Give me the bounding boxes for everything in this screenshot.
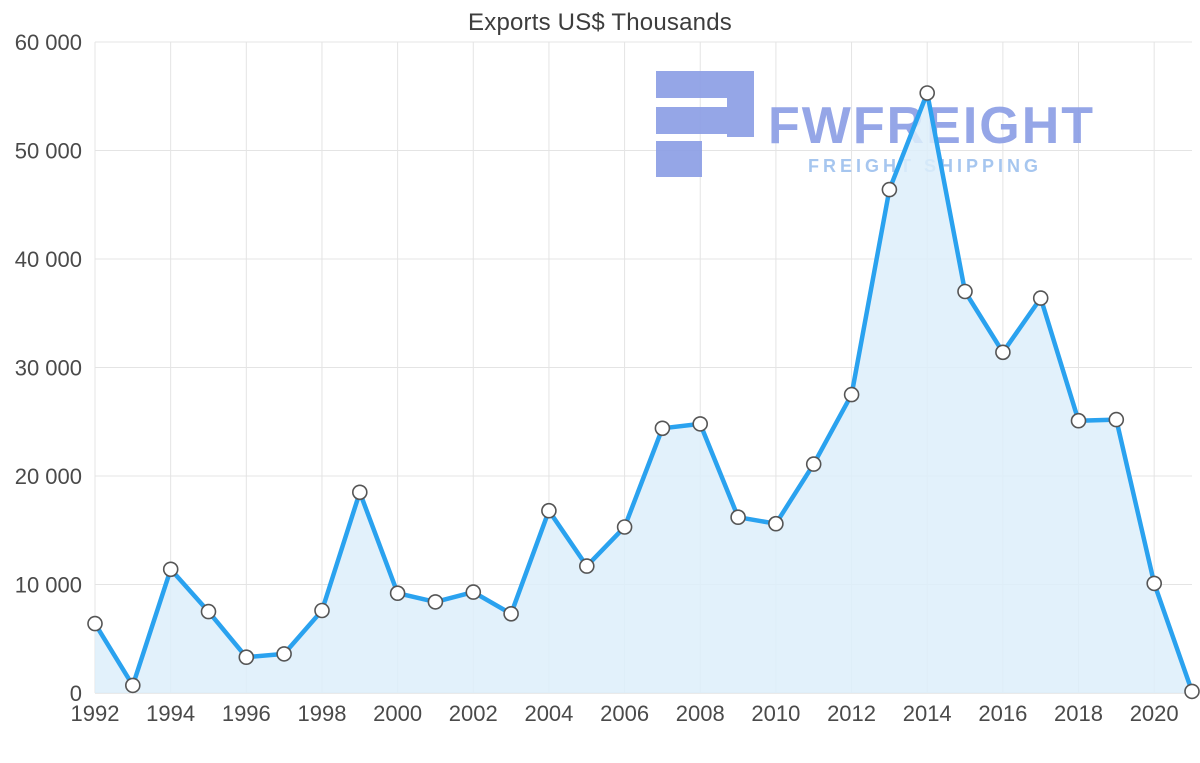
data-point-marker — [351, 484, 368, 501]
data-point-marker — [654, 420, 671, 437]
x-axis-tick-label: 1996 — [222, 701, 271, 726]
y-axis-tick-label: 10 000 — [15, 573, 82, 598]
x-axis-tick-label: 2020 — [1130, 701, 1179, 726]
x-axis-tick-label: 1998 — [297, 701, 346, 726]
y-axis-tick-label: 30 000 — [15, 356, 82, 381]
data-point-marker — [995, 344, 1011, 361]
data-point-marker — [957, 283, 973, 300]
series-area-fill — [95, 93, 1192, 693]
x-axis-tick-label: 2008 — [676, 701, 725, 726]
data-point-marker — [314, 602, 330, 619]
x-axis-tick-label: 1994 — [146, 701, 195, 726]
y-axis-tick-label: 20 000 — [15, 464, 82, 489]
x-axis-tick-label: 2012 — [827, 701, 876, 726]
data-point-marker — [503, 605, 519, 622]
data-point-marker — [843, 386, 860, 403]
freight-blocks-icon — [656, 141, 702, 177]
data-point-marker — [125, 677, 141, 694]
x-axis-tick-label: 2014 — [903, 701, 952, 726]
data-point-marker — [1184, 683, 1200, 700]
x-axis-tick-label: 2000 — [373, 701, 422, 726]
data-point-marker — [578, 558, 595, 574]
watermark-logo: FWFREIGHTFREIGHT SHIPPING — [656, 71, 1093, 177]
data-point-marker — [541, 502, 557, 519]
y-axis-tick-label: 50 000 — [15, 139, 82, 164]
freight-blocks-icon — [656, 107, 754, 134]
data-point-marker — [1070, 412, 1087, 429]
data-point-marker — [730, 509, 746, 526]
y-axis-tick-label: 40 000 — [15, 247, 82, 272]
data-point-marker — [87, 615, 103, 632]
data-point-marker — [1032, 290, 1049, 306]
data-point-marker — [238, 649, 255, 666]
data-point-marker — [1108, 411, 1125, 428]
data-point-marker — [881, 181, 898, 198]
data-point-marker — [427, 594, 444, 610]
x-axis-tick-label: 2002 — [449, 701, 498, 726]
data-point-marker — [200, 603, 217, 620]
x-axis-tick-label: 2004 — [524, 701, 573, 726]
x-axis-tick-label: 2018 — [1054, 701, 1103, 726]
data-point-marker — [768, 515, 784, 532]
data-point-marker — [616, 519, 633, 535]
data-point-marker — [919, 85, 936, 101]
data-point-marker — [389, 585, 406, 602]
data-point-marker — [692, 416, 709, 432]
y-axis-tick-label: 60 000 — [15, 30, 82, 55]
data-point-marker — [805, 456, 822, 472]
x-axis-tick-label: 2010 — [751, 701, 800, 726]
data-point-marker — [276, 646, 292, 662]
data-point-marker — [162, 561, 179, 578]
y-axis-tick-label: 0 — [70, 681, 82, 706]
x-axis-tick-label: 1992 — [71, 701, 120, 726]
data-point-marker — [465, 584, 482, 600]
data-point-marker — [1146, 575, 1162, 592]
x-axis-tick-label: 2006 — [600, 701, 649, 726]
chart-title: Exports US$ Thousands — [468, 9, 732, 36]
x-axis-tick-label: 2016 — [978, 701, 1027, 726]
